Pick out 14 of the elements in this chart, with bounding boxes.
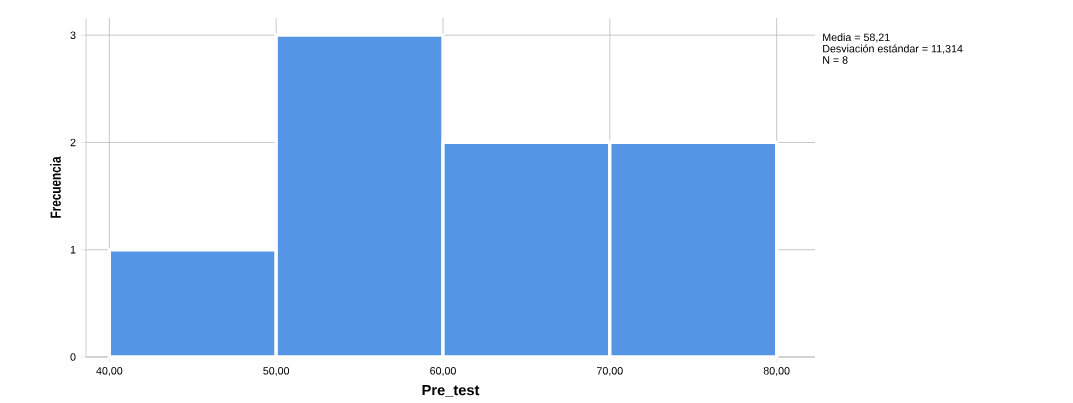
text: Media = 58,21	[823, 33, 890, 43]
y-tick-label: 2	[70, 138, 76, 147]
x-tick-label: 60,00	[430, 367, 456, 376]
text: N = 8	[823, 56, 848, 64]
x-tick-label: 40,00	[96, 367, 123, 376]
y-tick-label: 1	[70, 246, 76, 254]
text: Desviación estándar = 11,314	[823, 44, 963, 54]
x-tick-label: 70,00	[597, 367, 623, 376]
x-tick-label: 50,00	[263, 367, 290, 376]
y-tick-label: 0	[70, 353, 76, 361]
y-axis-title: Frecuencia	[50, 156, 61, 218]
y-tick-label: 3	[70, 31, 76, 39]
x-axis-title: Pre_test	[422, 385, 480, 397]
x-tick-label: 80,00	[763, 367, 790, 376]
